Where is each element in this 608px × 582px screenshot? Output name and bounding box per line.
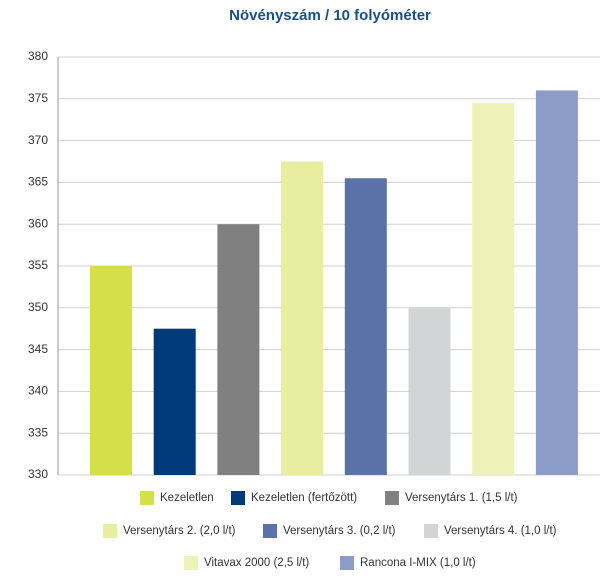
y-tick-label: 375 <box>28 91 48 105</box>
y-tick-label: 335 <box>28 425 48 439</box>
legend-swatch <box>140 491 154 505</box>
chart-title: Növényszám / 10 folyóméter <box>229 7 431 24</box>
legend-swatch <box>103 524 117 538</box>
legend-swatch <box>385 491 399 505</box>
y-tick-label: 345 <box>28 342 48 356</box>
legend-label: Versenytárs 1. (1,5 l/t) <box>405 492 518 504</box>
legend-label: Rancona I-MIX (1,0 l/t) <box>360 557 476 569</box>
legend-swatch <box>231 491 245 505</box>
legend-label: Versenytárs 3. (0,2 l/t) <box>283 525 396 537</box>
y-tick-label: 365 <box>28 175 48 189</box>
bar <box>90 266 132 475</box>
y-tick-label: 380 <box>28 49 48 63</box>
legend-label: Kezeletlen (fertőzött) <box>251 492 357 504</box>
bar <box>535 90 578 475</box>
legend-swatch <box>263 524 277 538</box>
y-tick-label: 350 <box>28 300 48 314</box>
legend-label: Versenytárs 2. (2,0 l/t) <box>123 525 236 537</box>
y-tick-label: 370 <box>28 133 48 147</box>
legend-swatch <box>424 524 438 538</box>
y-tick-label: 360 <box>28 216 48 230</box>
bar <box>281 161 324 475</box>
legend-swatch <box>184 556 198 570</box>
bar <box>472 102 515 475</box>
bar <box>153 328 196 475</box>
legend-label: Kezeletlen <box>160 492 214 504</box>
y-tick-label: 330 <box>28 467 48 481</box>
y-tick-label: 340 <box>28 384 48 398</box>
y-tick-label: 355 <box>28 258 48 272</box>
bar <box>408 307 451 475</box>
legend-label: Vitavax 2000 (2,5 l/t) <box>204 557 309 569</box>
legend-swatch <box>340 556 354 570</box>
legend-label: Versenytárs 4. (1,0 l/t) <box>444 525 557 537</box>
bar <box>217 224 260 475</box>
bar <box>344 178 387 475</box>
